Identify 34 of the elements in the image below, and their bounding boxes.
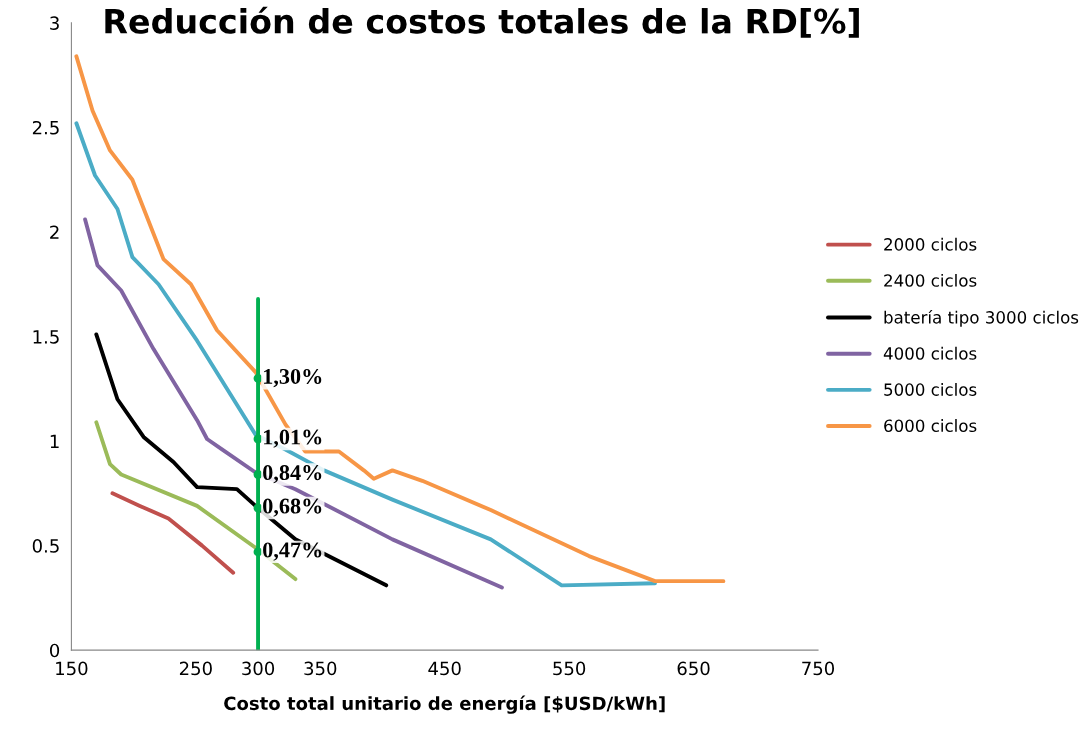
data-label: 1,30% xyxy=(264,368,322,388)
line-series xyxy=(83,217,504,590)
y-tick-label: 0.5 xyxy=(32,539,59,553)
point xyxy=(253,547,263,557)
legend-label: 6000 ciclos xyxy=(884,419,977,433)
legend-label: 4000 ciclos xyxy=(883,346,977,360)
x-tick-label: 350 xyxy=(304,661,337,676)
x-axis-title: Costo total unitario de energía [$USD/kWh] xyxy=(224,695,665,714)
data-label: 0,47% xyxy=(263,542,322,561)
y-tick-label: 1.5 xyxy=(33,330,59,344)
line-series xyxy=(74,54,726,584)
legend-label: 2400 ciclos xyxy=(884,273,977,287)
y-tick-label: 1 xyxy=(50,434,59,448)
data-label: 0,68% xyxy=(263,498,322,517)
x-tick-label: 450 xyxy=(428,661,461,676)
x-tick-label: 250 xyxy=(179,661,212,676)
chart-title: Reducción de costos totales de la RD[%] xyxy=(105,6,859,38)
line-series xyxy=(74,121,657,588)
line-series xyxy=(94,332,389,588)
x-tick-label: 150 xyxy=(56,661,88,676)
legend-label: 5000 ciclos xyxy=(884,382,977,396)
x-tick-label: 550 xyxy=(553,661,586,676)
y-tick-label: 2.5 xyxy=(32,120,59,135)
legend-label: batería tipo 3000 ciclos xyxy=(884,310,1079,327)
x-tick-label: 650 xyxy=(677,661,710,676)
y-tick-label: 3 xyxy=(50,16,59,30)
data-label: 1,01% xyxy=(264,429,322,448)
data-label: 0,84% xyxy=(263,465,322,484)
x-tick-label: 750 xyxy=(802,661,835,676)
y-tick-label: 0 xyxy=(50,643,60,658)
line-series xyxy=(110,491,236,575)
legend-label: 2000 ciclos xyxy=(884,237,977,251)
y-tick-label: 2 xyxy=(50,225,59,239)
x-tick-label: 300 xyxy=(242,661,275,676)
